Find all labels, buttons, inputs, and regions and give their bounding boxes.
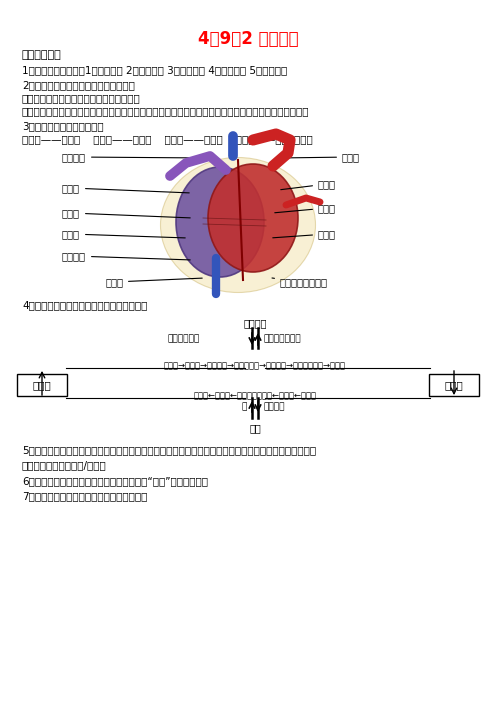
Text: 6、血液循环系统由心脏和血管组成，手上的“青筋”指的是静脉。: 6、血液循环系统由心脏和血管组成，手上的“青筋”指的是静脉。	[22, 476, 208, 486]
Text: 体循环: 体循环	[33, 380, 52, 390]
Text: 它的表示方式：收缩压/舒张压: 它的表示方式：收缩压/舒张压	[22, 460, 107, 470]
Text: 房室瓣: 房室瓣	[62, 229, 185, 239]
Text: 二氧化碳等废物: 二氧化碳等废物	[263, 334, 301, 343]
Text: 组织血胞: 组织血胞	[243, 318, 267, 328]
Text: 肺动脉: 肺动脉	[62, 183, 189, 193]
Ellipse shape	[208, 164, 298, 272]
Text: 左心房←肺静脉←肺泡毛细血管网←肺动脉←右心室: 左心房←肺静脉←肺泡毛细血管网←肺动脉←右心室	[193, 391, 316, 400]
Text: 右心房: 右心房	[62, 208, 190, 218]
Text: 肺循环: 肺循环	[444, 380, 463, 390]
Text: 1、毛细血管的五最：1）管壁最薄 2）血流最慢 3）分布最广 4）数量最多 5）管腔最小: 1、毛细血管的五最：1）管壁最薄 2）血流最慢 3）分布最广 4）数量最多 5）…	[22, 65, 287, 75]
Text: 一、知识结构: 一、知识结构	[22, 50, 62, 60]
Text: 左心室——主动脉    右心室——肺动脉    左心房——肺静脉    右心房——上、下腔静脉: 左心室——主动脉 右心室——肺动脉 左心房——肺静脉 右心房——上、下腔静脉	[22, 134, 313, 144]
Text: 左心房: 左心房	[275, 203, 336, 213]
Text: 肺静脉: 肺静脉	[281, 179, 336, 190]
Ellipse shape	[161, 157, 315, 293]
Text: 右心室: 右心室	[105, 277, 202, 287]
FancyBboxPatch shape	[429, 374, 479, 396]
Text: 肺泡: 肺泡	[249, 423, 261, 433]
Text: 左心室（壁最厚）: 左心室（壁最厚）	[272, 277, 328, 287]
Text: 5、血压：血液在血管内向前流动时，对血管壁产生的侧压力。我们通常所说的血压是体循环的动脉血压。: 5、血压：血液在血管内向前流动时，对血管壁产生的侧压力。我们通常所说的血压是体循…	[22, 445, 316, 455]
Text: 下腔静脉: 下腔静脉	[62, 251, 190, 261]
Text: 左心室→主动脉→全身动脉→毛细血管网→各级静脉→上、下腔静脉→右心房: 左心室→主动脉→全身动脉→毛细血管网→各级静脉→上、下腔静脉→右心房	[164, 361, 346, 370]
Ellipse shape	[176, 167, 264, 277]
Text: 4、血液循环包括体循环和肺循环两条途径。: 4、血液循环包括体循环和肺循环两条途径。	[22, 300, 147, 310]
Text: 动脉瓣: 动脉瓣	[273, 229, 336, 239]
Text: 2、心脏可分为四个腔，四腔的关系是：: 2、心脏可分为四个腔，四腔的关系是：	[22, 80, 135, 90]
Text: 同侧心房心室相通，异侧心房心室不相通。: 同侧心房心室相通，异侧心房心室不相通。	[22, 93, 141, 103]
FancyBboxPatch shape	[17, 374, 67, 396]
Text: 7、脉搨是指动脉的搴动，次数与心率相同。: 7、脉搨是指动脉的搴动，次数与心率相同。	[22, 491, 147, 501]
Text: 4）9）2 血液循环: 4）9）2 血液循环	[198, 30, 298, 48]
Text: 心脏由心肌构成，当心肌收缩时，血液送到全身，当心肌舒张时，血液回心脏，此时心脏处于休息状态。: 心脏由心肌构成，当心肌收缩时，血液送到全身，当心肌舒张时，血液回心脏，此时心脏处…	[22, 106, 310, 116]
Text: 氧、营养物质: 氧、营养物质	[168, 334, 200, 343]
Text: 二氧化碳: 二氧化碳	[263, 402, 285, 411]
Text: 3、心脏四腔与连接的血管：: 3、心脏四腔与连接的血管：	[22, 121, 104, 131]
Text: 氧: 氧	[242, 402, 247, 411]
Text: 上腔静脉: 上腔静脉	[62, 152, 207, 162]
Text: 主动脉: 主动脉	[281, 152, 360, 162]
